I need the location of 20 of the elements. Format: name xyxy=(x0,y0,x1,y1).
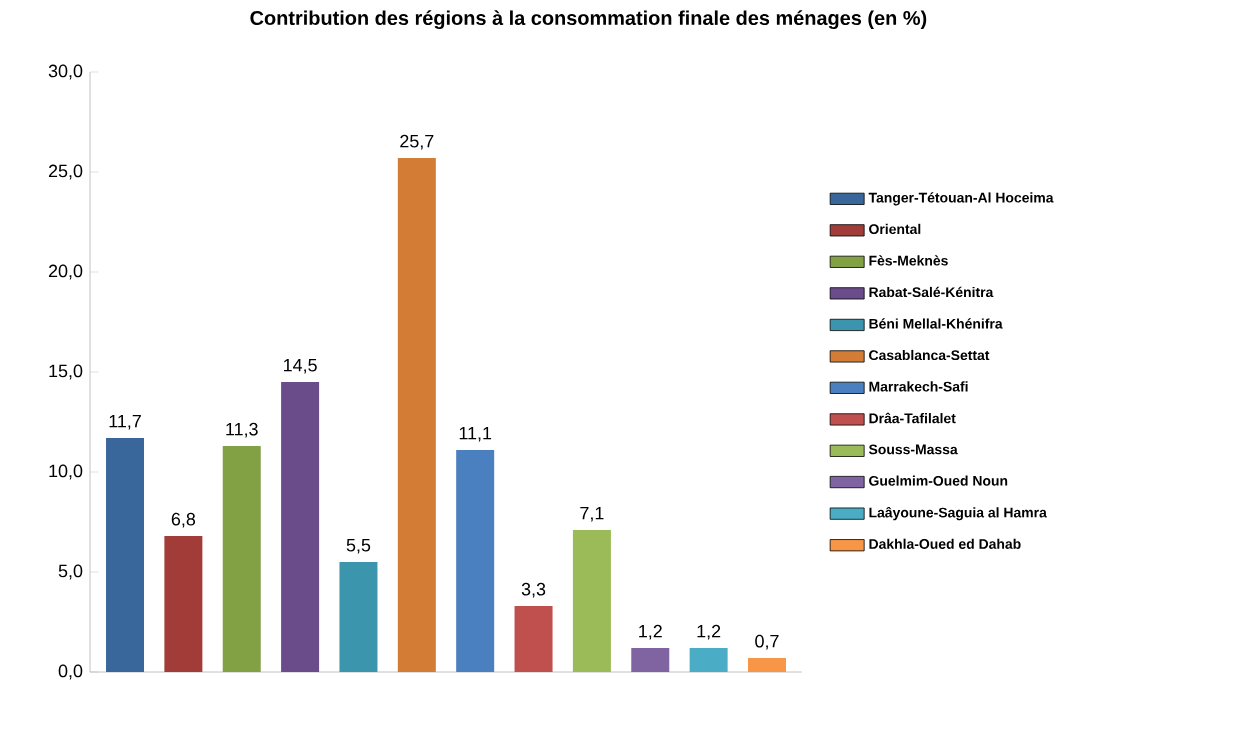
data-label: 0,7 xyxy=(755,634,779,650)
y-tick-label: 25,0 xyxy=(48,164,83,180)
data-label: 11,3 xyxy=(226,422,258,438)
data-label: 6,8 xyxy=(171,512,196,528)
data-label: 25,7 xyxy=(400,134,434,150)
y-tick-label: 20,0 xyxy=(48,264,83,280)
data-label: 11,7 xyxy=(109,414,141,430)
data-label: 14,5 xyxy=(284,358,317,374)
chart-title: Contribution des régions à la consommation finale des ménages (en %) xyxy=(250,10,927,30)
data-label: 3,3 xyxy=(521,582,546,598)
data-label: 1,2 xyxy=(639,624,662,640)
y-tick-label: 30,0 xyxy=(48,64,83,80)
data-label: 7,1 xyxy=(580,506,604,522)
y-tick-label: 5,0 xyxy=(58,564,83,580)
y-tick-label: 0,0 xyxy=(58,664,83,680)
y-tick-label: 10,0 xyxy=(49,464,83,480)
data-label: 11,1 xyxy=(459,426,492,442)
data-label: 1,2 xyxy=(697,624,721,640)
y-tick-label: 15,0 xyxy=(49,364,83,380)
data-label: 5,5 xyxy=(346,538,371,554)
